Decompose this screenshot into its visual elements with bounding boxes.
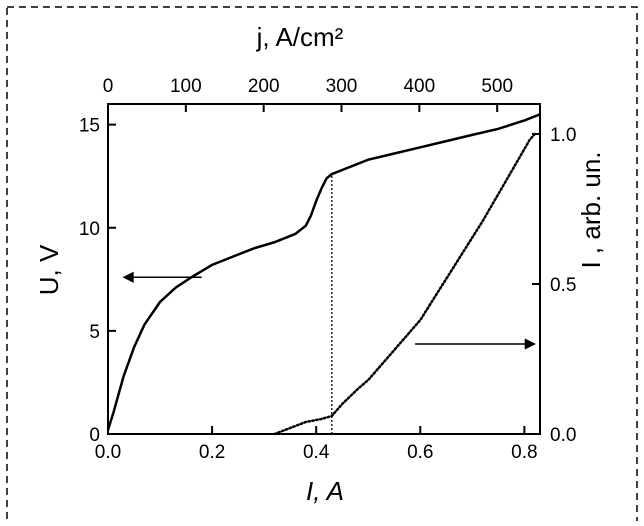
y-right-tick-label: 1.0 [550, 125, 576, 146]
x2-axis-label: j, A/cm² [256, 22, 344, 52]
x2-tick-label: 400 [403, 76, 435, 97]
x2-tick-label: 500 [481, 76, 513, 97]
dashed-border [6, 6, 638, 526]
annotation-group [122, 174, 536, 434]
y-left-axis-label: U, V [34, 244, 64, 295]
x2-tick-label: 100 [170, 76, 202, 97]
x-tick-label: 0.6 [407, 442, 433, 463]
x-tick-label: 0.4 [303, 442, 330, 463]
x-tick-label: 0.2 [199, 442, 225, 463]
x2-tick-label: 300 [326, 76, 358, 97]
y-left-tick-label: 5 [89, 322, 100, 343]
y-left-tick-label: 0 [89, 425, 100, 446]
x2-tick-label: 0 [103, 76, 114, 97]
intensity-series-line [273, 132, 537, 436]
series-group [106, 113, 541, 436]
x-axis-label: I, A [306, 476, 344, 506]
x-tick-label: 0.8 [511, 442, 537, 463]
y-right-axis-label: I , arb. un. [576, 151, 606, 268]
voltage-series-line [106, 113, 541, 431]
y-right-tick-label: 0.5 [550, 275, 576, 296]
y-right-tick-label: 0.0 [550, 425, 576, 446]
x-tick-label: 0.0 [95, 442, 121, 463]
y-left-tick-label: 15 [79, 116, 100, 137]
y-left-tick-label: 10 [79, 219, 100, 240]
plot-frame [107, 103, 541, 435]
tick-group: 0.0 0.2 0.4 0.6 0.8 0 100 200 300 400 500 0 5 10 15 0.0… [79, 76, 577, 463]
x2-tick-label: 200 [248, 76, 280, 97]
